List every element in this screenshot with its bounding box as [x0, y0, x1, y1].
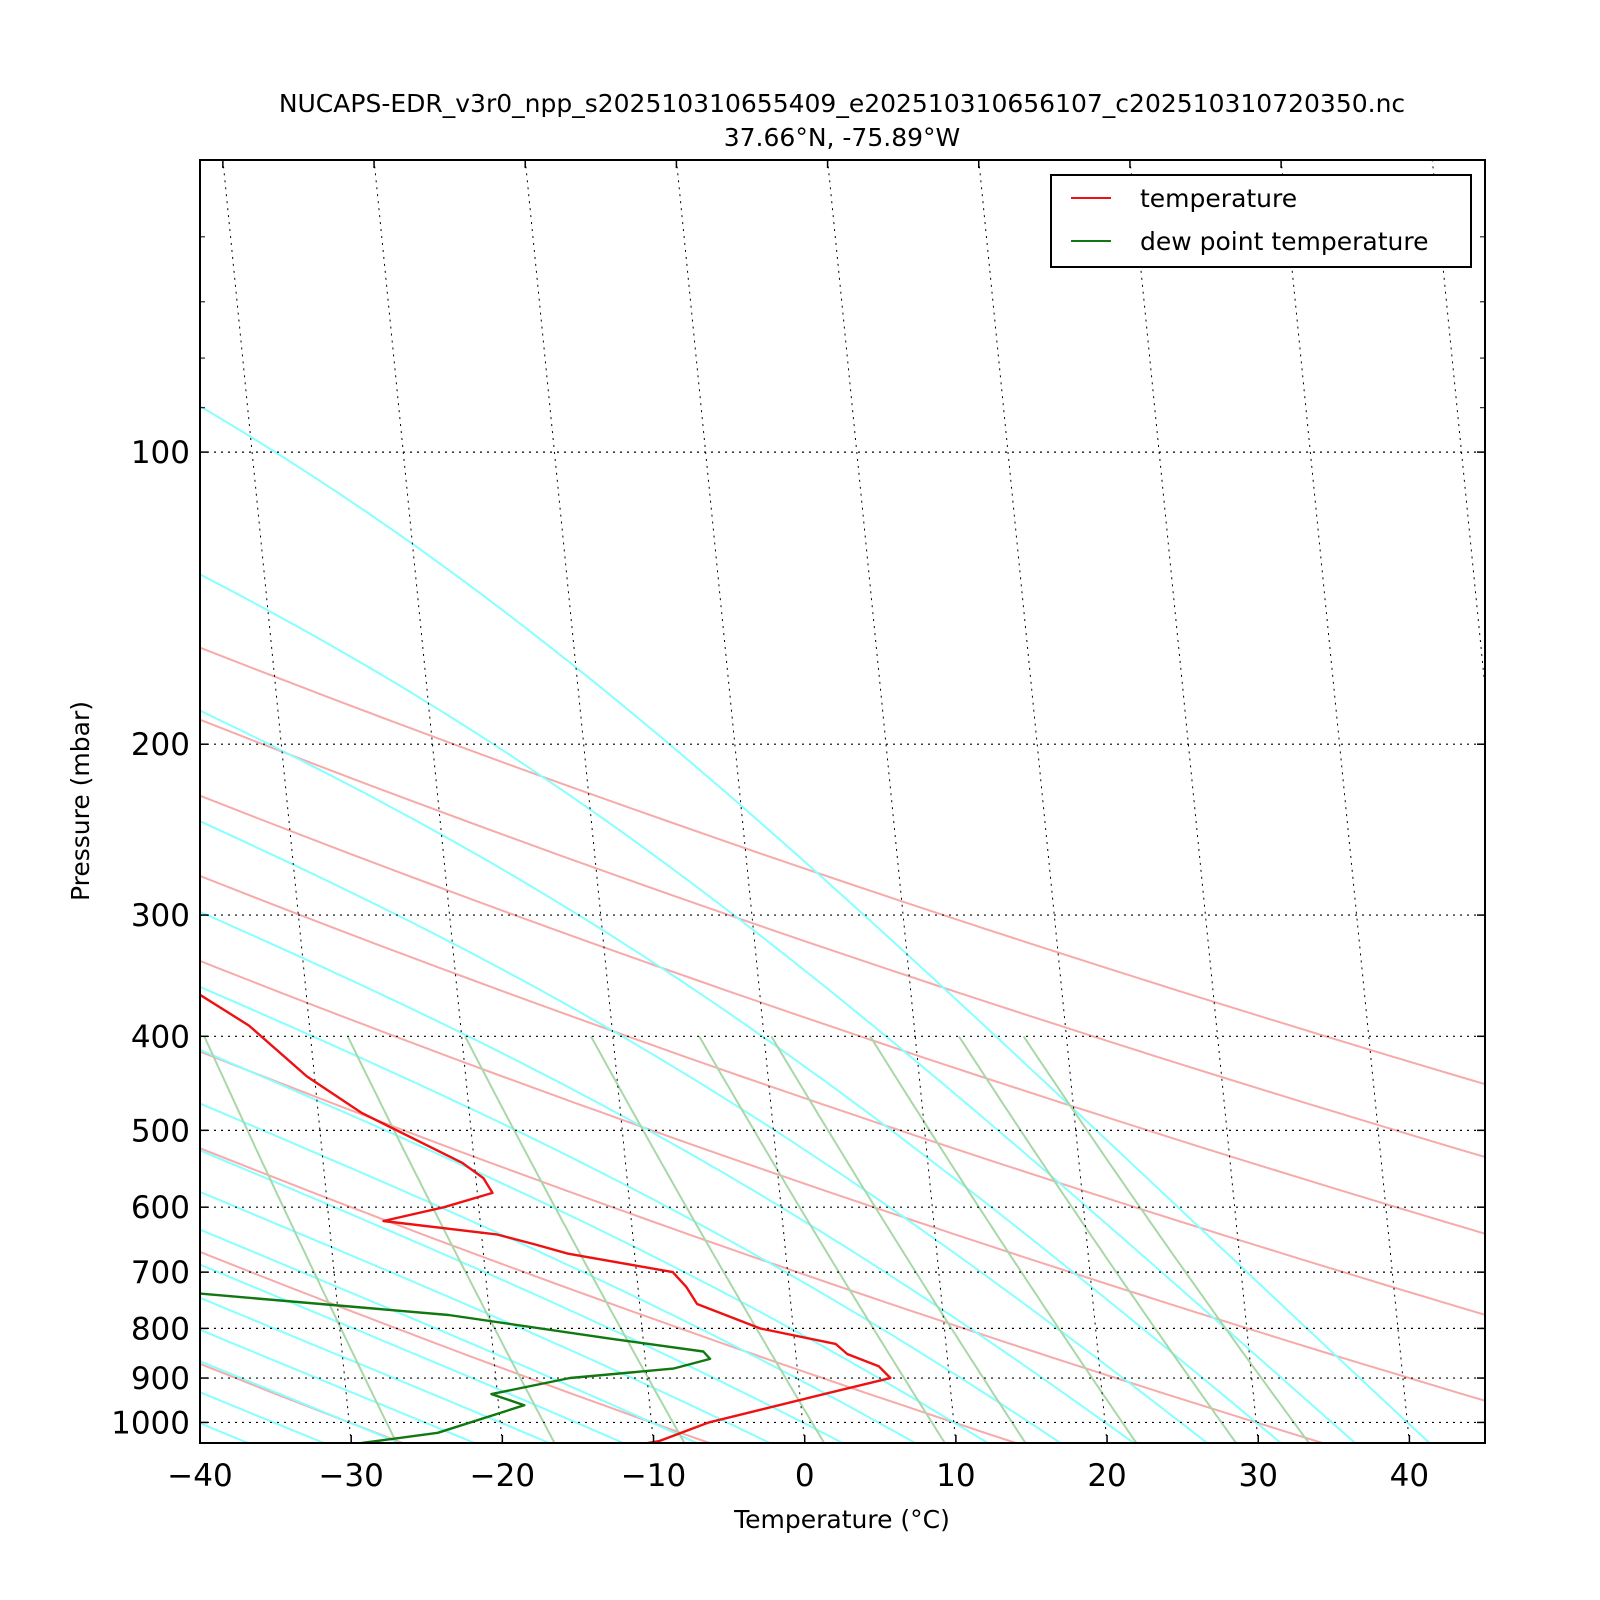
y-tick-label: 700	[131, 1255, 190, 1291]
y-tick-label: 500	[131, 1113, 190, 1149]
y-tick-label: 1000	[111, 1405, 190, 1441]
chart-title: NUCAPS-EDR_v3r0_npp_s202510310655409_e20…	[279, 89, 1405, 118]
mixing-ratio-line	[348, 1036, 555, 1443]
legend-label-dewpoint: dew point temperature	[1140, 227, 1429, 256]
mixing-ratio-line	[591, 1036, 824, 1443]
y-tick-label: 100	[131, 435, 190, 471]
x-axis-label: Temperature (°C)	[733, 1505, 950, 1534]
dry-adiabat	[0, 160, 1600, 1443]
moist-adiabat	[0, 160, 988, 1443]
dry-adiabat	[0, 160, 1016, 1443]
temperature-line	[0, 160, 890, 1443]
mixing-ratio-line	[465, 1036, 684, 1443]
isotherm	[0, 160, 49, 1443]
mixing-ratio-line	[204, 1036, 396, 1443]
x-tick-label: 40	[1390, 1458, 1429, 1494]
dry-adiabat	[0, 160, 403, 1443]
chart-subtitle: 37.66°N, -75.89°W	[724, 123, 960, 152]
x-tick-label: −10	[621, 1458, 686, 1494]
x-tick-label: −40	[167, 1458, 232, 1494]
moist-adiabat	[0, 160, 1355, 1443]
x-tick-label: 20	[1087, 1458, 1126, 1494]
plot-area	[0, 160, 1600, 1443]
moist-adiabat	[0, 160, 1207, 1443]
y-tick-label: 600	[131, 1190, 190, 1226]
dewpoint-line	[0, 160, 710, 1443]
dry-adiabat	[0, 160, 1600, 1443]
dry-adiabat	[0, 160, 1600, 1443]
x-tick-label: 0	[795, 1458, 815, 1494]
isotherm	[828, 160, 956, 1443]
y-tick-label: 800	[131, 1311, 190, 1347]
y-tick-label: 300	[131, 898, 190, 934]
mixing-ratio-line	[870, 1036, 1136, 1443]
y-tick-label: 200	[131, 727, 190, 763]
x-tick-label: 30	[1239, 1458, 1278, 1494]
isotherm	[1130, 160, 1258, 1443]
moist-adiabat	[0, 160, 248, 1443]
y-axis-label: Pressure (mbar)	[66, 701, 95, 901]
isotherm	[374, 160, 502, 1443]
isotherm	[676, 160, 804, 1443]
isotherm	[223, 160, 351, 1443]
moist-adiabat	[0, 160, 1134, 1443]
dry-adiabat	[0, 160, 1600, 1443]
x-tick-label: 10	[936, 1458, 975, 1494]
x-tick-label: −30	[318, 1458, 383, 1494]
legend: temperature dew point temperature	[1051, 175, 1471, 267]
dry-adiabat	[0, 160, 709, 1443]
dry-adiabat	[0, 160, 1323, 1443]
y-tick-label: 400	[131, 1019, 190, 1055]
moist-adiabat	[0, 160, 324, 1443]
isotherm	[979, 160, 1107, 1443]
series-layer	[0, 160, 890, 1443]
mixing-ratio-line	[771, 1036, 1025, 1443]
axis-ticks: −40 −30 −20 −10 0 10 20 30 40 100 200 300 400 500 600 7…	[111, 160, 1485, 1494]
isotherm	[1432, 160, 1560, 1443]
legend-label-temperature: temperature	[1140, 184, 1297, 213]
y-tick-label: 900	[131, 1361, 190, 1397]
moist-adiabat	[0, 160, 843, 1443]
isotherm	[525, 160, 653, 1443]
moist-adiabat	[0, 160, 770, 1443]
plot-frame	[200, 160, 1485, 1443]
dry-adiabat	[0, 160, 1600, 1443]
x-tick-label: −20	[470, 1458, 535, 1494]
isotherm	[1281, 160, 1409, 1443]
moist-adiabat	[0, 160, 915, 1443]
mixing-ratio-line	[1024, 1036, 1309, 1443]
thermodynamic-background-lines	[0, 160, 1600, 1443]
moist-adiabat	[0, 160, 697, 1443]
